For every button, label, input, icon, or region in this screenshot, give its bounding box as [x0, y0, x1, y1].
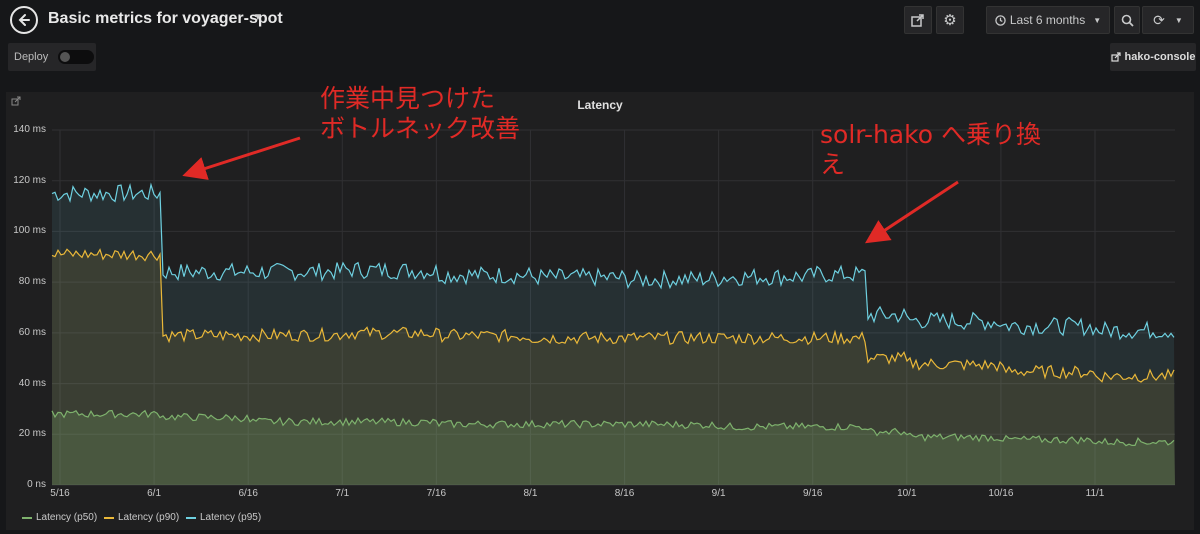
x-tick-label: 7/1	[335, 488, 350, 499]
annotation-right-line-1: solr-hako へ乗り換	[820, 120, 1041, 149]
refresh-button[interactable]: ⟳ ▼	[1142, 6, 1194, 34]
deploy-toggle-container: Deploy	[8, 43, 96, 71]
legend-label-p90: Latency (p90)	[118, 512, 180, 523]
toggle-knob	[60, 52, 70, 62]
x-tick-label: 7/16	[426, 488, 447, 499]
chevron-down-icon: ▼	[1174, 15, 1183, 25]
annotation-right: solr-hako へ乗り換 え	[820, 120, 1041, 180]
y-tick-label: 0 ns	[27, 479, 46, 490]
clock-icon	[995, 14, 1006, 26]
dashboard-title[interactable]: Basic metrics for voyager-spot	[48, 10, 283, 27]
y-tick-label: 120 ms	[13, 174, 46, 186]
external-link-icon	[1110, 52, 1121, 62]
x-tick-label: 9/1	[711, 488, 726, 499]
annotation-left-line-1: 作業中見つけた	[320, 84, 496, 113]
deploy-toggle[interactable]	[58, 50, 94, 64]
legend-item-p90[interactable]: Latency (p90)	[104, 512, 179, 523]
x-tick-label: 9/16	[802, 488, 823, 499]
settings-button[interactable]: ⚙	[936, 6, 964, 34]
x-tick-label: 8/16	[614, 488, 635, 499]
panel-link-icon[interactable]	[11, 96, 21, 106]
x-tick-label: 10/1	[897, 488, 917, 499]
arrow-left-icon	[18, 14, 30, 26]
x-tick-label: 6/16	[238, 488, 258, 499]
x-tick-label: 6/1	[147, 488, 162, 499]
deploy-label: Deploy	[14, 51, 49, 63]
hako-console-link[interactable]: hako-console	[1110, 43, 1196, 71]
refresh-icon: ⟳	[1153, 11, 1165, 28]
x-tick-label: 5/16	[50, 488, 70, 499]
time-picker-button[interactable]: Last 6 months ▼	[986, 6, 1110, 34]
legend-label-p95: Latency (p95)	[200, 512, 262, 523]
x-tick-label: 10/16	[988, 488, 1014, 499]
y-tick-label: 80 ms	[18, 276, 46, 288]
legend-item-p50[interactable]: Latency (p50)	[22, 512, 97, 523]
y-tick-label: 40 ms	[18, 377, 46, 389]
panel-title[interactable]: Latency	[577, 98, 623, 112]
x-tick-label: 11/1	[1085, 488, 1105, 499]
legend-swatch-p50	[22, 516, 32, 519]
y-tick-label: 20 ms	[18, 428, 46, 440]
legend-swatch-p95	[186, 516, 196, 519]
annotation-left-line-2: ボトルネック改善	[320, 114, 521, 143]
zoom-out-button[interactable]	[1114, 6, 1140, 34]
y-tick-label: 140 ms	[13, 124, 46, 135]
search-icon	[1121, 14, 1134, 27]
y-tick-label: 100 ms	[13, 225, 46, 237]
annotation-left: 作業中見つけた ボトルネック改善	[320, 84, 520, 144]
y-tick-label: 60 ms	[18, 326, 46, 338]
legend-label-p50: Latency (p50)	[36, 512, 98, 523]
annotation-right-line-2: え	[820, 150, 846, 179]
share-icon	[911, 14, 924, 27]
top-bar: Basic metrics for voyager-spot ▼ ⚙ Last …	[0, 0, 1200, 40]
time-range-label: Last 6 months	[1009, 13, 1086, 27]
gear-icon: ⚙	[943, 12, 957, 29]
chevron-down-icon[interactable]: ▼	[253, 12, 263, 23]
legend-item-p95[interactable]: Latency (p95)	[186, 512, 261, 523]
back-button[interactable]	[10, 6, 38, 34]
chevron-down-icon: ▼	[1093, 15, 1102, 25]
x-tick-label: 8/1	[523, 488, 538, 499]
hako-console-label: hako-console	[1124, 51, 1196, 63]
share-button[interactable]	[904, 6, 932, 34]
legend-swatch-p90	[104, 516, 114, 519]
